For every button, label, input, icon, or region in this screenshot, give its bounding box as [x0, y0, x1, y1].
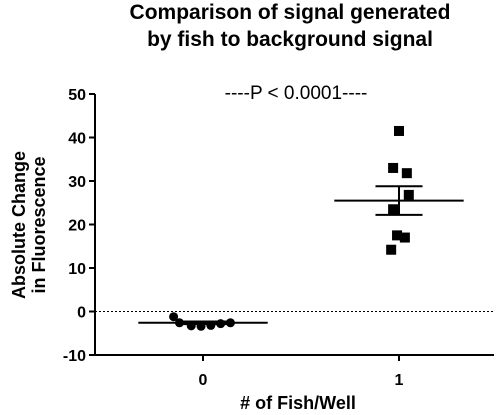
data-point-square	[394, 125, 404, 136]
data-point-circle	[216, 319, 226, 329]
y-tick-label: 50	[68, 87, 86, 104]
data-point-circle	[169, 312, 179, 322]
chart-title-line-1: Comparison of signal generated	[130, 1, 451, 24]
y-axis-ticks: -10 0 10 20 30 40 50	[63, 87, 95, 365]
y-tick-label: 10	[68, 261, 86, 278]
significance-annotation: ----P < 0.0001----	[225, 83, 368, 104]
y-tick-label: 40	[68, 131, 86, 148]
data-point-square	[401, 168, 412, 179]
y-tick-label: 20	[68, 218, 86, 235]
data-point-circle	[225, 318, 235, 328]
x-tick-label: 0	[199, 372, 208, 389]
data-point-square	[403, 189, 414, 200]
chart-title-line-2: by fish to background signal	[147, 28, 433, 51]
data-point-square	[388, 204, 399, 215]
x-axis-label: # of Fish/Well	[240, 393, 356, 413]
data-point-circle	[196, 321, 206, 331]
y-axis-label-line-1: Absolute Change	[9, 151, 29, 299]
data-point-square	[386, 244, 397, 255]
data-point-circle	[186, 321, 196, 331]
data-groups	[138, 125, 464, 331]
y-axis-label: Absolute Change in Fluorescence	[9, 151, 49, 299]
x-tick-label: 1	[395, 372, 404, 389]
y-tick-label: 0	[77, 305, 86, 322]
y-tick-label: 30	[68, 174, 86, 191]
y-tick-label: -10	[63, 348, 86, 365]
data-point-square	[399, 232, 410, 243]
y-axis-label-line-2: in Fluorescence	[29, 156, 49, 293]
data-point-circle	[174, 318, 184, 328]
data-point-square	[392, 230, 403, 241]
data-point-circle	[206, 320, 216, 330]
data-point-square	[388, 162, 399, 173]
